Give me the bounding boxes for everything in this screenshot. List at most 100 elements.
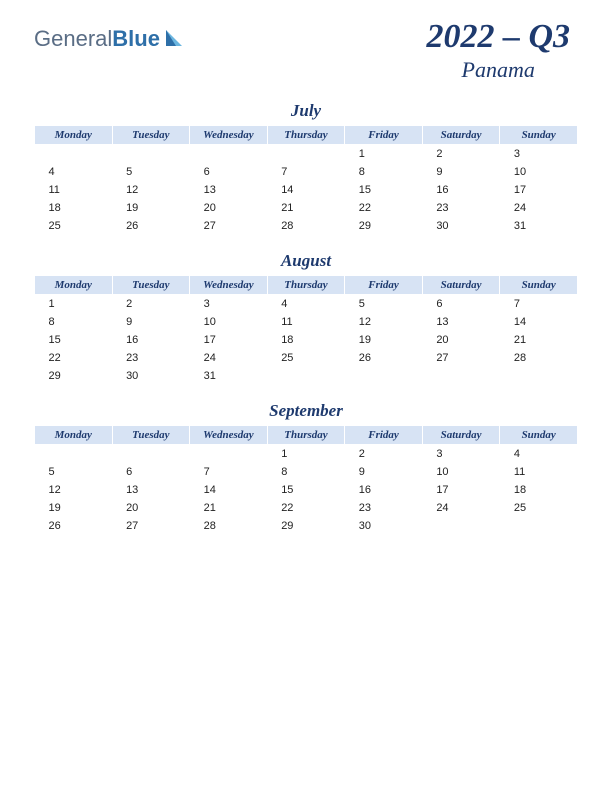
calendar-cell: 16 — [345, 481, 423, 499]
calendar-cell — [267, 145, 345, 164]
calendar-cell: 16 — [112, 331, 190, 349]
day-header: Wednesday — [190, 126, 268, 145]
calendar-row: 567891011 — [35, 463, 578, 481]
calendar-cell: 30 — [422, 217, 500, 235]
calendar-cell: 18 — [500, 481, 578, 499]
day-header: Monday — [35, 426, 113, 445]
calendar-cell — [35, 145, 113, 164]
calendar-cell: 22 — [267, 499, 345, 517]
calendar-cell: 27 — [190, 217, 268, 235]
calendar-cell: 5 — [345, 295, 423, 314]
calendar-cell: 17 — [422, 481, 500, 499]
day-header: Friday — [345, 126, 423, 145]
calendar-row: 12131415161718 — [35, 481, 578, 499]
calendar-cell: 18 — [267, 331, 345, 349]
calendar-cell: 10 — [422, 463, 500, 481]
calendar-cell: 27 — [422, 349, 500, 367]
calendar-cell: 27 — [112, 517, 190, 535]
calendar-cell: 26 — [345, 349, 423, 367]
calendar-cell: 10 — [190, 313, 268, 331]
calendar-row: 2627282930 — [35, 517, 578, 535]
calendar-cell: 7 — [190, 463, 268, 481]
calendar-cell: 28 — [190, 517, 268, 535]
calendar-cell: 9 — [112, 313, 190, 331]
calendar-cell — [500, 517, 578, 535]
day-header: Monday — [35, 126, 113, 145]
calendar-cell: 29 — [267, 517, 345, 535]
calendar-cell: 19 — [112, 199, 190, 217]
calendar-cell — [422, 367, 500, 385]
calendar-cell: 8 — [267, 463, 345, 481]
calendar-cell: 7 — [500, 295, 578, 314]
page-header: GeneralBlue 2022 – Q3 Panama — [34, 18, 578, 83]
calendar-cell — [345, 367, 423, 385]
calendar-cell: 14 — [190, 481, 268, 499]
calendar-cell: 15 — [267, 481, 345, 499]
calendar-cell: 30 — [112, 367, 190, 385]
calendar-row: 1234567 — [35, 295, 578, 314]
calendar-table: MondayTuesdayWednesdayThursdayFridaySatu… — [34, 425, 578, 535]
calendar-cell: 28 — [267, 217, 345, 235]
calendar-cell: 28 — [500, 349, 578, 367]
day-header: Sunday — [500, 426, 578, 445]
calendar-cell: 22 — [345, 199, 423, 217]
calendar-cell: 31 — [190, 367, 268, 385]
calendar-cell: 3 — [422, 445, 500, 464]
calendar-cell — [190, 145, 268, 164]
calendar-row: 15161718192021 — [35, 331, 578, 349]
calendar-cell — [35, 445, 113, 464]
calendar-cell: 21 — [500, 331, 578, 349]
calendar-row: 19202122232425 — [35, 499, 578, 517]
calendar-cell: 13 — [190, 181, 268, 199]
day-header: Tuesday — [112, 276, 190, 295]
calendar-row: 25262728293031 — [35, 217, 578, 235]
calendar-row: 123 — [35, 145, 578, 164]
calendar-table: MondayTuesdayWednesdayThursdayFridaySatu… — [34, 125, 578, 235]
day-header: Thursday — [267, 276, 345, 295]
calendar-cell: 23 — [422, 199, 500, 217]
calendar-row: 11121314151617 — [35, 181, 578, 199]
calendar-cell: 18 — [35, 199, 113, 217]
calendar-row: 18192021222324 — [35, 199, 578, 217]
month-block: SeptemberMondayTuesdayWednesdayThursdayF… — [34, 401, 578, 535]
calendar-cell: 15 — [345, 181, 423, 199]
month-name: August — [34, 251, 578, 271]
calendar-cell: 2 — [345, 445, 423, 464]
calendar-cell: 12 — [345, 313, 423, 331]
calendar-cell: 11 — [35, 181, 113, 199]
calendar-cell: 1 — [345, 145, 423, 164]
day-header: Friday — [345, 276, 423, 295]
calendar-cell: 19 — [35, 499, 113, 517]
day-header: Saturday — [422, 126, 500, 145]
calendar-cell: 30 — [345, 517, 423, 535]
calendar-cell: 6 — [422, 295, 500, 314]
calendar-row: 45678910 — [35, 163, 578, 181]
calendar-cell: 24 — [190, 349, 268, 367]
calendar-cell: 2 — [422, 145, 500, 164]
calendar-cell: 1 — [35, 295, 113, 314]
calendar-cell: 20 — [112, 499, 190, 517]
day-header: Thursday — [267, 426, 345, 445]
months-container: JulyMondayTuesdayWednesdayThursdayFriday… — [34, 101, 578, 535]
calendar-cell: 20 — [422, 331, 500, 349]
calendar-cell: 4 — [267, 295, 345, 314]
title-sub: Panama — [426, 57, 570, 83]
calendar-cell: 29 — [35, 367, 113, 385]
calendar-cell: 5 — [112, 163, 190, 181]
calendar-cell: 31 — [500, 217, 578, 235]
calendar-cell: 16 — [422, 181, 500, 199]
calendar-cell: 13 — [112, 481, 190, 499]
calendar-cell: 26 — [112, 217, 190, 235]
calendar-cell: 13 — [422, 313, 500, 331]
calendar-cell: 11 — [267, 313, 345, 331]
calendar-table: MondayTuesdayWednesdayThursdayFridaySatu… — [34, 275, 578, 385]
logo-text-general: General — [34, 26, 112, 51]
calendar-cell: 6 — [112, 463, 190, 481]
calendar-cell — [500, 367, 578, 385]
calendar-row: 1234 — [35, 445, 578, 464]
calendar-cell: 22 — [35, 349, 113, 367]
calendar-cell: 15 — [35, 331, 113, 349]
day-header: Sunday — [500, 126, 578, 145]
calendar-cell: 5 — [35, 463, 113, 481]
month-block: August MondayTuesdayWednesdayThursdayFrid… — [34, 251, 578, 385]
